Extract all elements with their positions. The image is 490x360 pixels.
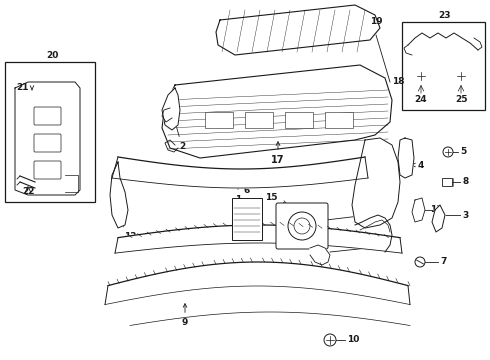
Text: 14: 14 bbox=[370, 211, 383, 220]
Polygon shape bbox=[105, 262, 410, 305]
Polygon shape bbox=[110, 162, 128, 228]
Text: 25: 25 bbox=[455, 95, 467, 104]
Text: 24: 24 bbox=[415, 95, 427, 104]
Text: 15: 15 bbox=[266, 194, 287, 204]
Text: 20: 20 bbox=[46, 50, 58, 59]
Text: 8: 8 bbox=[462, 177, 468, 186]
Text: 19: 19 bbox=[370, 18, 383, 27]
Text: 1: 1 bbox=[235, 180, 241, 204]
Text: 23: 23 bbox=[438, 10, 450, 19]
Text: 7: 7 bbox=[440, 257, 446, 266]
Polygon shape bbox=[432, 205, 445, 232]
Text: 3: 3 bbox=[462, 211, 468, 220]
Text: 13: 13 bbox=[241, 225, 253, 239]
Text: 17: 17 bbox=[271, 142, 285, 165]
Polygon shape bbox=[162, 88, 180, 130]
Polygon shape bbox=[115, 225, 402, 253]
FancyBboxPatch shape bbox=[325, 112, 353, 128]
Text: 9: 9 bbox=[182, 304, 188, 327]
FancyBboxPatch shape bbox=[34, 161, 61, 179]
Polygon shape bbox=[352, 138, 400, 228]
Text: 12: 12 bbox=[120, 221, 136, 241]
Text: 21: 21 bbox=[16, 82, 28, 91]
Polygon shape bbox=[398, 138, 414, 178]
Text: 16: 16 bbox=[370, 243, 383, 252]
Text: 22: 22 bbox=[22, 188, 34, 197]
Bar bbox=[5, 62, 95, 202]
Text: 18: 18 bbox=[392, 77, 405, 86]
FancyBboxPatch shape bbox=[285, 112, 313, 128]
FancyBboxPatch shape bbox=[276, 203, 328, 249]
Bar bbox=[442, 178, 452, 186]
Text: 10: 10 bbox=[347, 336, 359, 345]
FancyBboxPatch shape bbox=[245, 112, 273, 128]
Bar bbox=[402, 22, 485, 110]
Bar bbox=[232, 198, 262, 240]
Text: 6: 6 bbox=[244, 186, 250, 195]
FancyBboxPatch shape bbox=[34, 134, 61, 152]
Text: 11: 11 bbox=[430, 206, 442, 215]
FancyBboxPatch shape bbox=[205, 112, 233, 128]
Polygon shape bbox=[310, 245, 330, 265]
Polygon shape bbox=[15, 82, 80, 195]
Text: 5: 5 bbox=[460, 148, 466, 157]
Text: 4: 4 bbox=[412, 161, 424, 170]
Polygon shape bbox=[112, 157, 368, 188]
Text: 2: 2 bbox=[174, 122, 185, 151]
Polygon shape bbox=[162, 65, 392, 158]
FancyBboxPatch shape bbox=[34, 107, 61, 125]
Polygon shape bbox=[216, 5, 380, 55]
